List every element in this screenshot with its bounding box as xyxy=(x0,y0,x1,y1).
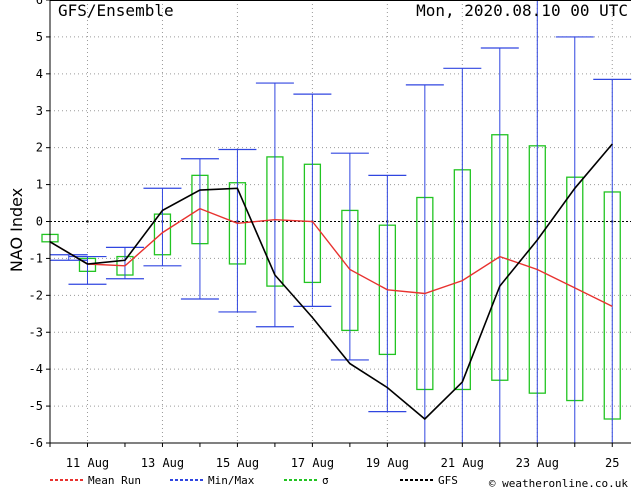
credit-text: © weatheronline.co.uk xyxy=(489,477,628,490)
minmax-whiskers xyxy=(49,0,632,443)
y-tick-label: -3 xyxy=(29,325,43,339)
chart-title: GFS/Ensemble xyxy=(58,1,174,20)
series-lines xyxy=(49,143,613,421)
x-tick-label: 23 Aug xyxy=(516,456,559,470)
x-tick-label: 19 Aug xyxy=(366,456,409,470)
y-tick-label: -6 xyxy=(29,436,43,450)
legend-label: Mean Run xyxy=(88,474,141,487)
zero-line-marker xyxy=(86,220,89,223)
axes: -6 -5 -4 -3 -2 -1 0 1 2 3 4 5 6 11 Aug 13 Aug 15 Aug 17 … xyxy=(29,0,631,470)
y-tick-label: 6 xyxy=(36,0,43,7)
y-axis-label: NAO Index xyxy=(7,188,26,272)
y-tick-label: -1 xyxy=(29,251,43,265)
legend: Mean Run Min/Max σ GFS xyxy=(50,474,458,487)
y-tick-label: 1 xyxy=(36,178,43,192)
grid-layer xyxy=(50,0,631,444)
chart-date-label: Mon, 2020.08.10 00 UTC xyxy=(416,1,628,20)
y-tick-label: 0 xyxy=(36,215,43,229)
y-tick-label: -2 xyxy=(29,288,43,302)
legend-label: σ xyxy=(322,474,329,487)
y-tick-label: 5 xyxy=(36,30,43,44)
y-tick-label: 2 xyxy=(36,141,43,155)
x-tick-label: 17 Aug xyxy=(291,456,334,470)
legend-label: GFS xyxy=(438,474,458,487)
sigma-boxes xyxy=(41,134,621,420)
legend-label: Min/Max xyxy=(208,474,255,487)
gfs-line xyxy=(49,143,613,421)
x-tick-label: 13 Aug xyxy=(141,456,184,470)
y-tick-label: 4 xyxy=(36,67,43,81)
mean-run-line xyxy=(49,207,613,308)
x-tick-label: 25 xyxy=(605,456,619,470)
x-tick-label: 21 Aug xyxy=(441,456,484,470)
x-tick-label: 11 Aug xyxy=(66,456,109,470)
y-tick-label: -5 xyxy=(29,399,43,413)
x-tick-label: 15 Aug xyxy=(216,456,259,470)
y-tick-label: -4 xyxy=(29,362,43,376)
y-tick-label: 3 xyxy=(36,104,43,118)
